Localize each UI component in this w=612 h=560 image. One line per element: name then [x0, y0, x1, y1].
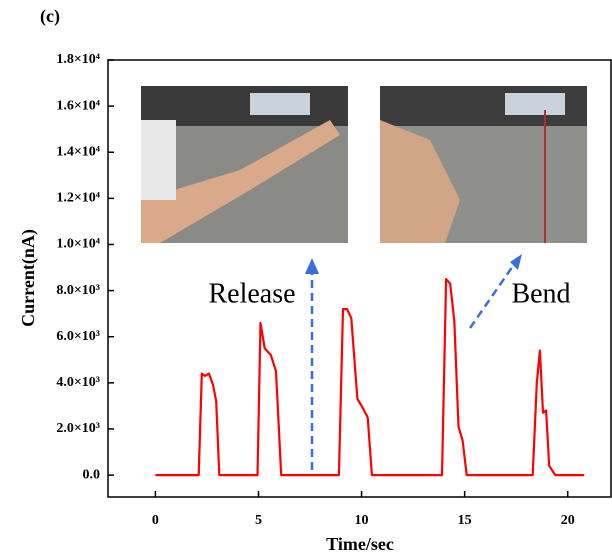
- y-tick-label: 1.4×10⁴: [56, 144, 100, 159]
- arrow-head: [510, 254, 522, 270]
- x-tick-label: 5: [255, 513, 262, 528]
- y-tick-label: 1.0×10⁴: [56, 237, 100, 252]
- arrow-head: [305, 258, 319, 274]
- y-tick-label: 1.6×10⁴: [56, 98, 100, 113]
- y-tick-label: 6.0×10³: [56, 329, 100, 344]
- x-tick-label: 15: [458, 513, 472, 528]
- annotation: Release: [208, 278, 295, 309]
- y-axis-label: Current(nA): [18, 229, 39, 327]
- y-tick-label: 8.0×10³: [56, 283, 100, 298]
- panel-label: (c): [40, 6, 60, 27]
- x-tick-label: 0: [152, 513, 159, 528]
- photo-bend: [380, 86, 587, 243]
- x-tick-label: 20: [561, 513, 575, 528]
- y-tick-label: 0.0: [83, 467, 101, 482]
- annotation: Bend: [511, 278, 570, 309]
- y-tick-label: 1.8×10⁴: [56, 52, 100, 67]
- data-line: [155, 278, 585, 477]
- photo-release: [141, 86, 348, 243]
- plot-frame: [107, 59, 612, 498]
- y-tick-label: 2.0×10³: [56, 421, 100, 436]
- x-tick-label: 10: [355, 513, 369, 528]
- y-tick-label: 4.0×10³: [56, 375, 100, 390]
- y-tick-label: 1.2×10⁴: [56, 191, 100, 206]
- arrow: [310, 262, 517, 470]
- x-axis-label: Time/sec: [326, 534, 394, 554]
